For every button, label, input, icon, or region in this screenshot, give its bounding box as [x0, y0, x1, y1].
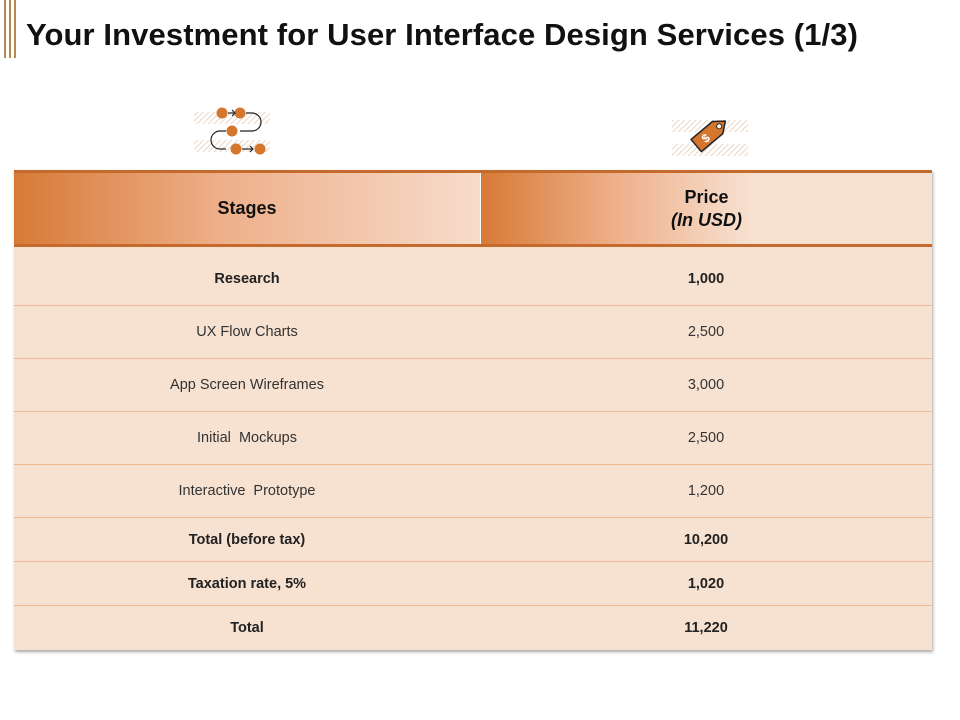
- stage-cell: Total: [230, 620, 264, 636]
- price-tag-icon: $: [670, 100, 750, 164]
- table-row-total: Total 11,220: [14, 606, 932, 650]
- table-row-total-before-tax: Total (before tax) 10,200: [14, 518, 932, 562]
- stage-cell: Initial Mockups: [197, 430, 297, 446]
- price-column-header: Price (In USD): [480, 173, 932, 244]
- stage-cell: Total (before tax): [188, 531, 306, 548]
- table-row: Research 1,000: [14, 253, 932, 306]
- price-cell: 2,500: [687, 430, 725, 446]
- process-flow-icon: [192, 100, 272, 164]
- price-cell: 3,000: [687, 377, 725, 393]
- pricing-table: Stages Price (In USD) Research 1,000 UX …: [14, 170, 932, 650]
- table-row: UX Flow Charts 2,500: [14, 306, 932, 359]
- stage-cell: Interactive Prototype: [178, 483, 316, 499]
- table-row-tax: Taxation rate, 5% 1,020: [14, 562, 932, 606]
- stages-column-header: Stages: [14, 173, 480, 244]
- table-header: Stages Price (In USD): [14, 170, 932, 247]
- price-unit-label: (In USD): [671, 209, 742, 230]
- price-cell: 10,200: [683, 531, 729, 548]
- stage-cell: UX Flow Charts: [196, 324, 298, 340]
- table-row: App Screen Wireframes 3,000: [14, 359, 932, 412]
- stage-cell: Research: [214, 271, 280, 287]
- table-row: Initial Mockups 2,500: [14, 412, 932, 465]
- price-cell: 2,500: [687, 324, 725, 340]
- price-cell: 1,020: [687, 575, 725, 592]
- price-cell: 1,200: [687, 483, 725, 499]
- price-cell: 1,000: [687, 271, 725, 287]
- stage-cell: App Screen Wireframes: [170, 377, 324, 393]
- table-row: Interactive Prototype 1,200: [14, 465, 932, 518]
- page-title: Your Investment for User Interface Desig…: [26, 17, 858, 52]
- title-accent-lines: [4, 0, 18, 58]
- price-cell: 11,220: [684, 620, 728, 636]
- stage-cell: Taxation rate, 5%: [187, 575, 307, 592]
